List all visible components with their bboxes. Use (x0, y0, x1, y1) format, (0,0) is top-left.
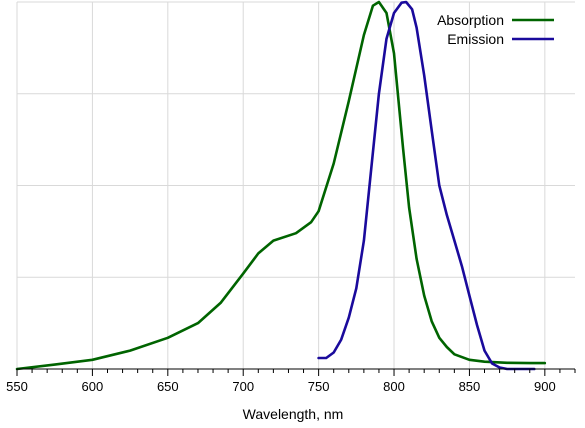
x-tick-label: 800 (383, 379, 405, 394)
x-tick-label: 700 (232, 379, 254, 394)
x-tick-label: 600 (82, 379, 104, 394)
x-tick-label: 900 (534, 379, 556, 394)
series-line-absorption (15, 0, 547, 371)
x-axis-ticks: 550 600 650 700 750 800 850 900 (6, 369, 576, 394)
x-tick-label: 750 (308, 379, 330, 394)
series-lines (15, 0, 547, 371)
x-tick-label: 650 (157, 379, 179, 394)
legend-label-absorption: Absorption (437, 12, 504, 28)
legend: Absorption Emission (437, 12, 554, 47)
grid (16, 1, 575, 369)
series-line-emission (317, 0, 536, 371)
x-axis-label: Wavelength, nm (243, 406, 344, 422)
legend-label-emission: Emission (447, 31, 504, 47)
x-tick-label: 550 (6, 379, 28, 394)
x-tick-label: 850 (459, 379, 481, 394)
